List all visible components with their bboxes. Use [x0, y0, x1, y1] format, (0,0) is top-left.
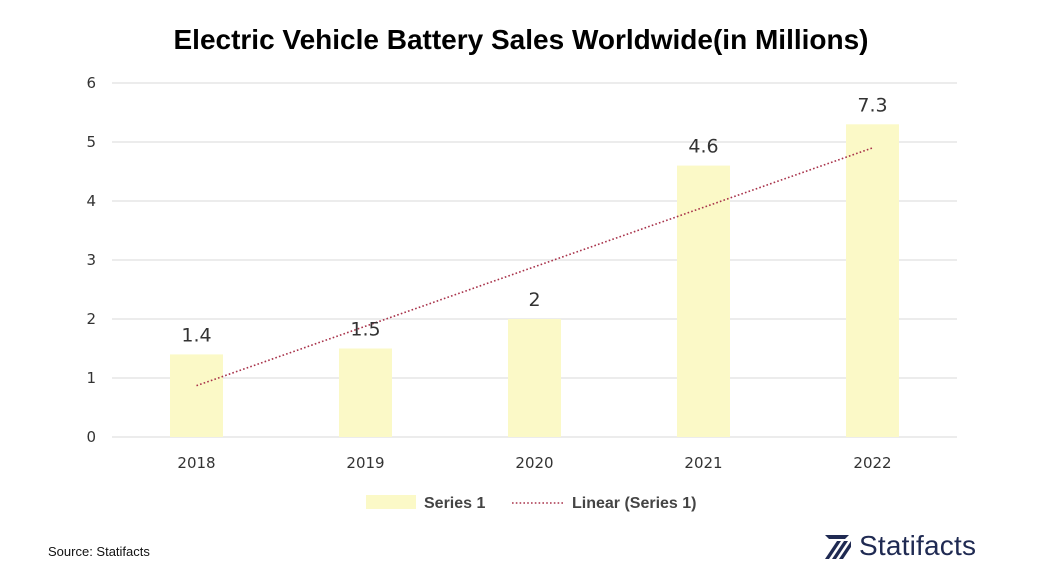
- data-label-2018: 1.4: [181, 324, 211, 346]
- chart-title: Electric Vehicle Battery Sales Worldwide…: [173, 24, 868, 55]
- y-tick-label-6: 6: [86, 74, 96, 92]
- y-tick-label-5: 5: [86, 133, 96, 151]
- source-note: Source: Statifacts: [48, 544, 150, 559]
- y-axis: 0 1 2 3 4 5 6: [86, 74, 96, 446]
- data-label-2021: 4.6: [688, 136, 718, 158]
- bar-2021: [677, 165, 730, 437]
- statifacts-logo-icon: [825, 535, 851, 559]
- data-label-2019: 1.5: [350, 319, 380, 341]
- x-tick-label-2020: 2020: [515, 454, 553, 472]
- bar-2018: [170, 354, 223, 437]
- trendline: [196, 147, 873, 387]
- legend-label-series-1: Series 1: [424, 495, 485, 512]
- legend-swatch-series-1: [366, 495, 416, 509]
- x-tick-label-2021: 2021: [684, 454, 722, 472]
- y-tick-label-3: 3: [86, 251, 96, 269]
- y-tick-label-4: 4: [86, 192, 96, 210]
- data-labels: 1.4 1.5 2 4.6 7.3: [181, 94, 887, 346]
- y-tick-label-0: 0: [86, 428, 96, 446]
- bar-2019: [339, 348, 392, 437]
- data-label-2022: 7.3: [857, 94, 887, 116]
- x-tick-label-2022: 2022: [853, 454, 891, 472]
- bar-series: [170, 124, 899, 438]
- bar-2022: [846, 124, 899, 438]
- trendline-linear-series-1: [196, 147, 873, 387]
- legend: Series 1 Linear (Series 1): [366, 495, 697, 512]
- x-tick-label-2019: 2019: [346, 454, 384, 472]
- data-label-2020: 2: [528, 289, 540, 311]
- brand-name: Statifacts: [859, 530, 977, 561]
- x-tick-label-2018: 2018: [177, 454, 215, 472]
- brand-logo: Statifacts: [823, 528, 976, 564]
- bar-2020: [508, 319, 561, 437]
- legend-label-trendline: Linear (Series 1): [572, 495, 697, 512]
- x-axis: 2018 2019 2020 2021 2022: [177, 454, 891, 472]
- y-tick-label-1: 1: [86, 369, 96, 387]
- y-tick-label-2: 2: [86, 310, 96, 328]
